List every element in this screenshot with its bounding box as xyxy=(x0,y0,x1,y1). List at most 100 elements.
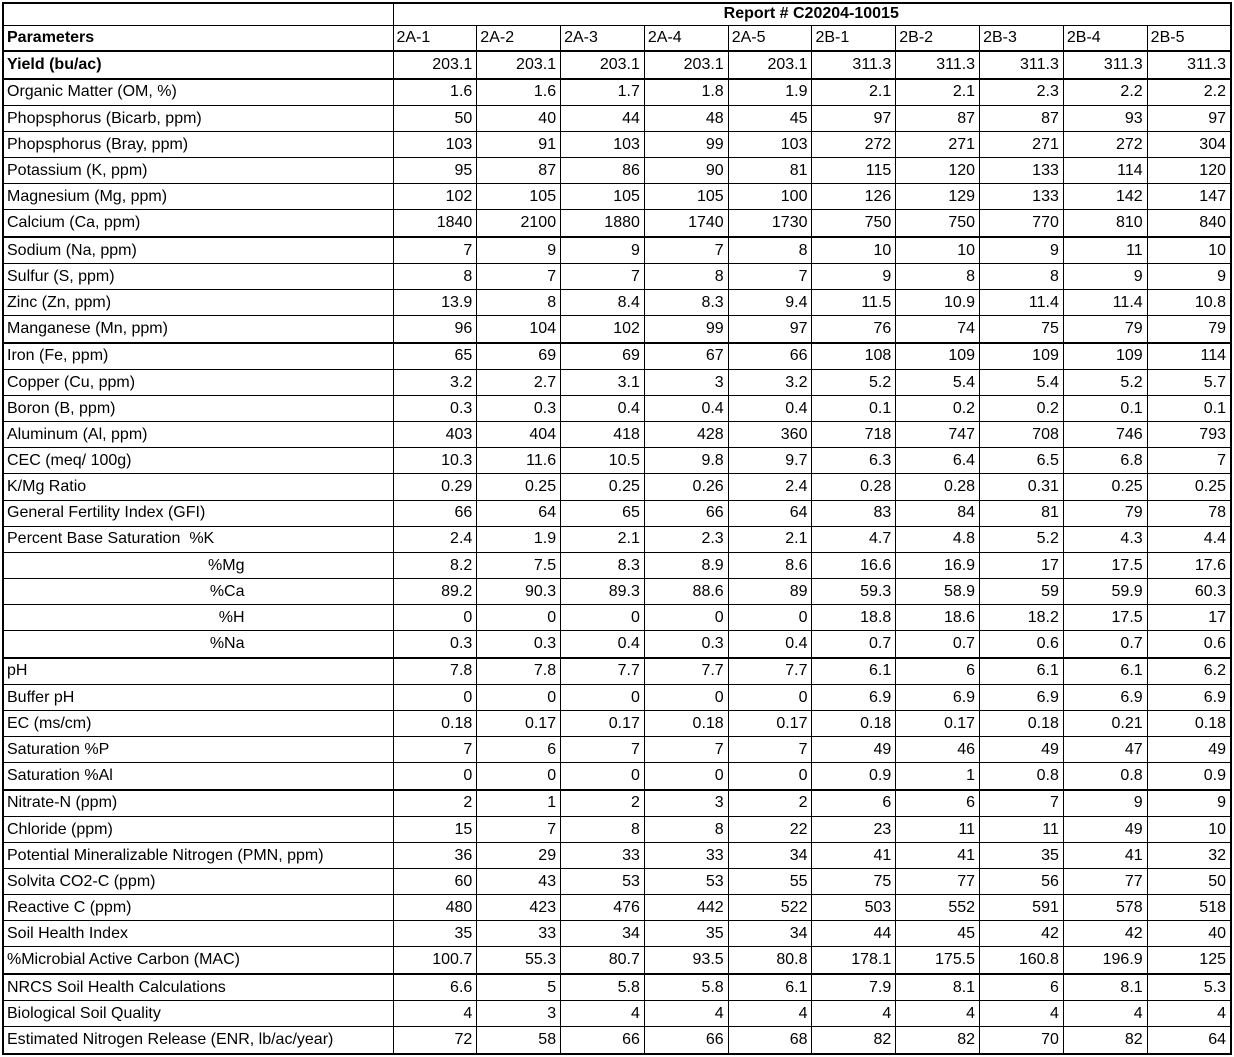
value-cell: 0.9 xyxy=(1146,762,1232,791)
value-cell: 13.9 xyxy=(392,289,478,317)
value-cell: 5.4 xyxy=(979,368,1064,397)
value-cell: 36 xyxy=(392,841,478,870)
value-cell: 747 xyxy=(895,421,981,449)
value-cell: 76 xyxy=(811,315,897,344)
value-cell: 0.17 xyxy=(895,709,981,738)
value-cell: 11 xyxy=(979,815,1064,843)
value-cell: 4 xyxy=(895,1000,981,1028)
value-cell: 0 xyxy=(392,604,478,632)
value-cell: 750 xyxy=(895,209,981,238)
value-cell: 2 xyxy=(727,789,813,817)
value-cell: 4 xyxy=(1146,1000,1232,1028)
value-cell: 9.7 xyxy=(727,447,813,475)
value-cell: 6.9 xyxy=(895,683,981,711)
value-cell: 4 xyxy=(560,1000,645,1028)
value-cell: 746 xyxy=(1062,421,1148,449)
value-cell: 8.9 xyxy=(643,551,729,579)
value-cell: 97 xyxy=(1146,104,1232,132)
row-label: Biological Soil Quality xyxy=(2,1000,394,1028)
value-cell: 0.8 xyxy=(979,762,1064,791)
value-cell: 7.7 xyxy=(643,657,729,685)
value-cell: 0.18 xyxy=(392,709,478,738)
value-cell: 82 xyxy=(1062,1026,1148,1055)
value-cell: 10 xyxy=(1146,815,1232,843)
value-cell: 0 xyxy=(392,762,478,791)
value-cell: 15 xyxy=(392,815,478,843)
value-cell: 0 xyxy=(560,604,645,632)
value-cell: 0.3 xyxy=(392,395,478,423)
value-cell: 93 xyxy=(1062,104,1148,132)
value-cell: 79 xyxy=(1146,315,1232,344)
value-cell: 29 xyxy=(476,841,562,870)
value-cell: 1840 xyxy=(392,209,478,238)
value-cell: 65 xyxy=(392,342,478,370)
value-cell: 9 xyxy=(560,236,645,265)
row-label: %Microbial Active Carbon (MAC) xyxy=(2,946,394,975)
value-cell: 99 xyxy=(643,130,729,159)
value-cell: 33 xyxy=(560,841,645,870)
value-cell: 58 xyxy=(476,1026,562,1055)
row-label: Phopsphorus (Bicarb, ppm) xyxy=(2,104,394,132)
value-cell: 120 xyxy=(1146,157,1232,185)
value-cell: 48 xyxy=(643,104,729,132)
value-cell: 11.4 xyxy=(979,289,1064,317)
row-label: EC (ms/cm) xyxy=(2,709,394,738)
row-label: Solvita CO2-C (ppm) xyxy=(2,868,394,896)
value-cell: 40 xyxy=(476,104,562,132)
value-cell: 1880 xyxy=(560,209,645,238)
value-cell: 1.8 xyxy=(643,78,729,106)
value-cell: 84 xyxy=(895,499,981,527)
value-cell: 0 xyxy=(727,762,813,791)
value-cell: 5 xyxy=(476,973,562,1002)
value-cell: 55.3 xyxy=(476,946,562,975)
value-cell: 311.3 xyxy=(1062,50,1148,80)
value-cell: 11 xyxy=(1062,236,1148,265)
value-cell: 2.4 xyxy=(727,473,813,501)
value-cell: 0.1 xyxy=(1146,395,1232,423)
value-cell: 66 xyxy=(643,1026,729,1055)
value-cell: 81 xyxy=(727,157,813,185)
row-label: CEC (meq/ 100g) xyxy=(2,447,394,475)
table-row: %Na 0.3 0.3 0.4 0.3 0.4 0.7 0.7 0.6 0.7 0.6 xyxy=(2,630,1232,659)
value-cell: 3 xyxy=(643,368,729,397)
value-cell: 0 xyxy=(727,604,813,632)
value-cell: 0.3 xyxy=(643,630,729,659)
value-cell: 7.7 xyxy=(560,657,645,685)
table-row: Copper (Cu, ppm) 3.2 2.7 3.1 3 3.2 5.2 5.4 5.4 5.… xyxy=(2,368,1232,397)
value-cell: 11.5 xyxy=(811,289,897,317)
value-cell: 9 xyxy=(476,236,562,265)
value-cell: 4.4 xyxy=(1146,525,1232,553)
report-header-row: Report # C20204-10015 xyxy=(2,2,1232,26)
value-cell: 126 xyxy=(811,183,897,211)
value-cell: 7 xyxy=(392,736,478,764)
value-cell: 80.7 xyxy=(560,946,645,975)
value-cell: 0.4 xyxy=(727,630,813,659)
value-cell: 9 xyxy=(1146,789,1232,817)
row-label: Reactive C (ppm) xyxy=(2,894,394,922)
column-header-2A-2: 2A-2 xyxy=(476,24,562,52)
column-header-2B-1: 2B-1 xyxy=(811,24,897,52)
value-cell: 203.1 xyxy=(643,50,729,80)
value-cell: 87 xyxy=(979,104,1064,132)
value-cell: 66 xyxy=(560,1026,645,1055)
value-cell: 8 xyxy=(979,263,1064,291)
value-cell: 0.25 xyxy=(1062,473,1148,501)
value-cell: 7 xyxy=(643,736,729,764)
value-cell: 0.7 xyxy=(1062,630,1148,659)
value-cell: 1.6 xyxy=(476,78,562,106)
value-cell: 34 xyxy=(560,920,645,948)
value-cell: 49 xyxy=(1146,736,1232,764)
value-cell: 0.1 xyxy=(811,395,897,423)
value-cell: 5.8 xyxy=(560,973,645,1002)
value-cell: 552 xyxy=(895,894,981,922)
table-row: Iron (Fe, ppm) 65 69 69 67 66 108 109 109 109 114 xyxy=(2,342,1232,370)
value-cell: 7 xyxy=(1146,447,1232,475)
value-cell: 8.1 xyxy=(895,973,981,1002)
value-cell: 2.1 xyxy=(560,525,645,553)
value-cell: 22 xyxy=(727,815,813,843)
value-cell: 49 xyxy=(811,736,897,764)
value-cell: 82 xyxy=(811,1026,897,1055)
row-label: Saturation %P xyxy=(2,736,394,764)
value-cell: 8 xyxy=(727,236,813,265)
row-label: Saturation %Al xyxy=(2,762,394,791)
